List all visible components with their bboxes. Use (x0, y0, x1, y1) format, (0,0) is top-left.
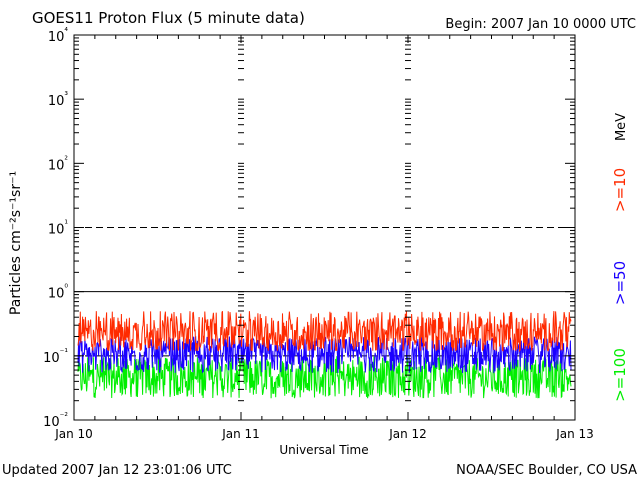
x-axis-tick-labels: Jan 10 Jan 11 Jan 12 Jan 13 (54, 427, 594, 441)
y-tick-label: 10³ (48, 91, 69, 109)
y-axis-label: Particles cm⁻²s⁻¹sr⁻¹ (8, 171, 24, 315)
y-tick-label: 10⁻¹ (43, 348, 68, 366)
series-line-10 (77, 310, 572, 353)
y-tick-label: 10¹ (48, 220, 69, 238)
legend-item-10: >=10 (611, 168, 629, 212)
y-tick-label: 10² (48, 155, 69, 173)
legend-unit: MeV (614, 113, 629, 141)
x-axis-label: Universal Time (279, 443, 368, 457)
legend-item-50: >=50 (611, 261, 629, 305)
updated-timestamp: Updated 2007 Jan 12 23:01:06 UTC (2, 463, 232, 478)
x-tick-label: Jan 11 (221, 427, 260, 441)
legend: >=10 >=50 >=100 MeV (611, 113, 629, 402)
y-tick-label: 10⁻² (43, 412, 68, 430)
series-layer (77, 310, 572, 399)
chart-title: GOES11 Proton Flux (5 minute data) (32, 9, 305, 27)
y-tick-label: 10⁴ (48, 27, 69, 45)
x-tick-label: Jan 12 (388, 427, 427, 441)
y-tick-label: 10⁰ (48, 284, 69, 302)
x-tick-label: Jan 10 (54, 427, 93, 441)
legend-item-100: >=100 (611, 348, 629, 402)
day-tick-marks (73, 35, 576, 421)
credit-text: NOAA/SEC Boulder, CO USA (456, 463, 637, 478)
y-axis-ticks: 10⁻² 10⁻¹ 10⁰ 10¹ 10² 10³ 10⁴ (43, 27, 575, 430)
begin-time: Begin: 2007 Jan 10 0000 UTC (445, 17, 636, 32)
x-tick-label: Jan 13 (555, 427, 594, 441)
series-line-50 (77, 335, 572, 374)
